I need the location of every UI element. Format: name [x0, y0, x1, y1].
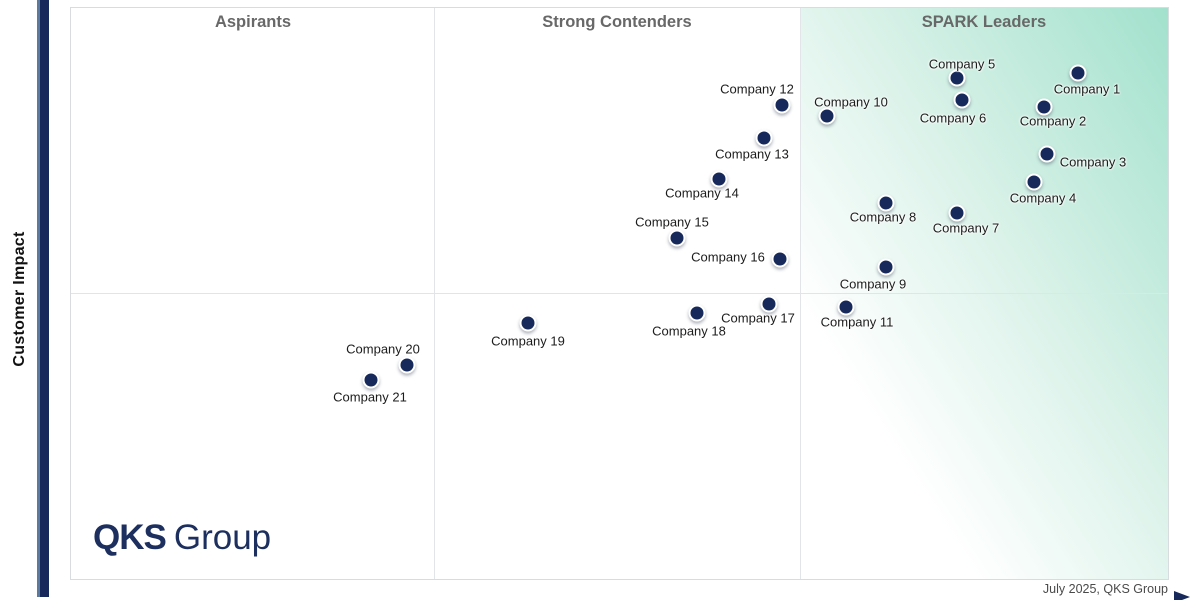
- company-label: Company 18: [652, 323, 726, 339]
- company-dot: [1025, 173, 1043, 191]
- company-label: Company 7: [932, 220, 1000, 236]
- company-dot: [1069, 64, 1087, 82]
- plot-area: Aspirants Strong Contenders SPARK Leader…: [70, 7, 1169, 580]
- horizontal-midline: [71, 293, 1168, 294]
- quadrant-header-strong-contenders: Strong Contenders: [542, 13, 692, 31]
- company-label: Company 15: [635, 214, 709, 230]
- company-dot: [948, 69, 966, 87]
- quadrant-header-aspirants: Aspirants: [214, 13, 292, 31]
- company-label: Company 13: [715, 146, 789, 162]
- company-dot: [398, 356, 416, 374]
- qks-group-logo: QKS Group: [93, 520, 271, 556]
- company-dot: [953, 91, 971, 109]
- company-dot: [710, 170, 728, 188]
- company-label: Company 14: [665, 185, 739, 201]
- x-axis-arrow-icon: [1174, 591, 1190, 600]
- company-label: Company 20: [346, 341, 420, 357]
- company-dot: [760, 295, 778, 313]
- company-dot: [818, 107, 836, 125]
- company-label: Company 16: [691, 249, 765, 265]
- y-axis-label: Customer Impact: [11, 231, 28, 367]
- quadrant-header-spark-leaders: SPARK Leaders: [921, 13, 1047, 31]
- company-label: Company 3: [1059, 154, 1127, 170]
- company-dot: [877, 258, 895, 276]
- company-label: Company 5: [928, 56, 996, 72]
- company-dot: [688, 304, 706, 322]
- company-dot: [362, 371, 380, 389]
- company-dot: [668, 229, 686, 247]
- company-dot: [837, 298, 855, 316]
- company-label: Company 10: [814, 94, 888, 110]
- company-dot: [773, 96, 791, 114]
- company-dot: [519, 314, 537, 332]
- company-dot: [948, 204, 966, 222]
- company-label: Company 17: [721, 310, 795, 326]
- logo-group-text: Group: [173, 518, 272, 557]
- company-label: Company 9: [839, 276, 907, 292]
- company-label: Company 12: [720, 81, 794, 97]
- company-dot: [1035, 98, 1053, 116]
- company-label: Company 1: [1053, 81, 1121, 97]
- logo-qks-text: QKS: [93, 518, 167, 557]
- company-dot: [877, 194, 895, 212]
- company-label: Company 2: [1019, 113, 1087, 129]
- company-label: Company 8: [849, 209, 917, 225]
- company-label: Company 19: [491, 333, 565, 349]
- y-axis-bar: [37, 0, 49, 597]
- company-label: Company 11: [820, 314, 894, 330]
- footnote-date: July 2025, QKS Group: [1042, 582, 1168, 596]
- company-dot: [755, 129, 773, 147]
- company-label: Company 6: [919, 110, 987, 126]
- company-label: Company 21: [333, 389, 407, 405]
- company-dot: [771, 250, 789, 268]
- company-dot: [1038, 145, 1056, 163]
- company-label: Company 4: [1009, 190, 1077, 206]
